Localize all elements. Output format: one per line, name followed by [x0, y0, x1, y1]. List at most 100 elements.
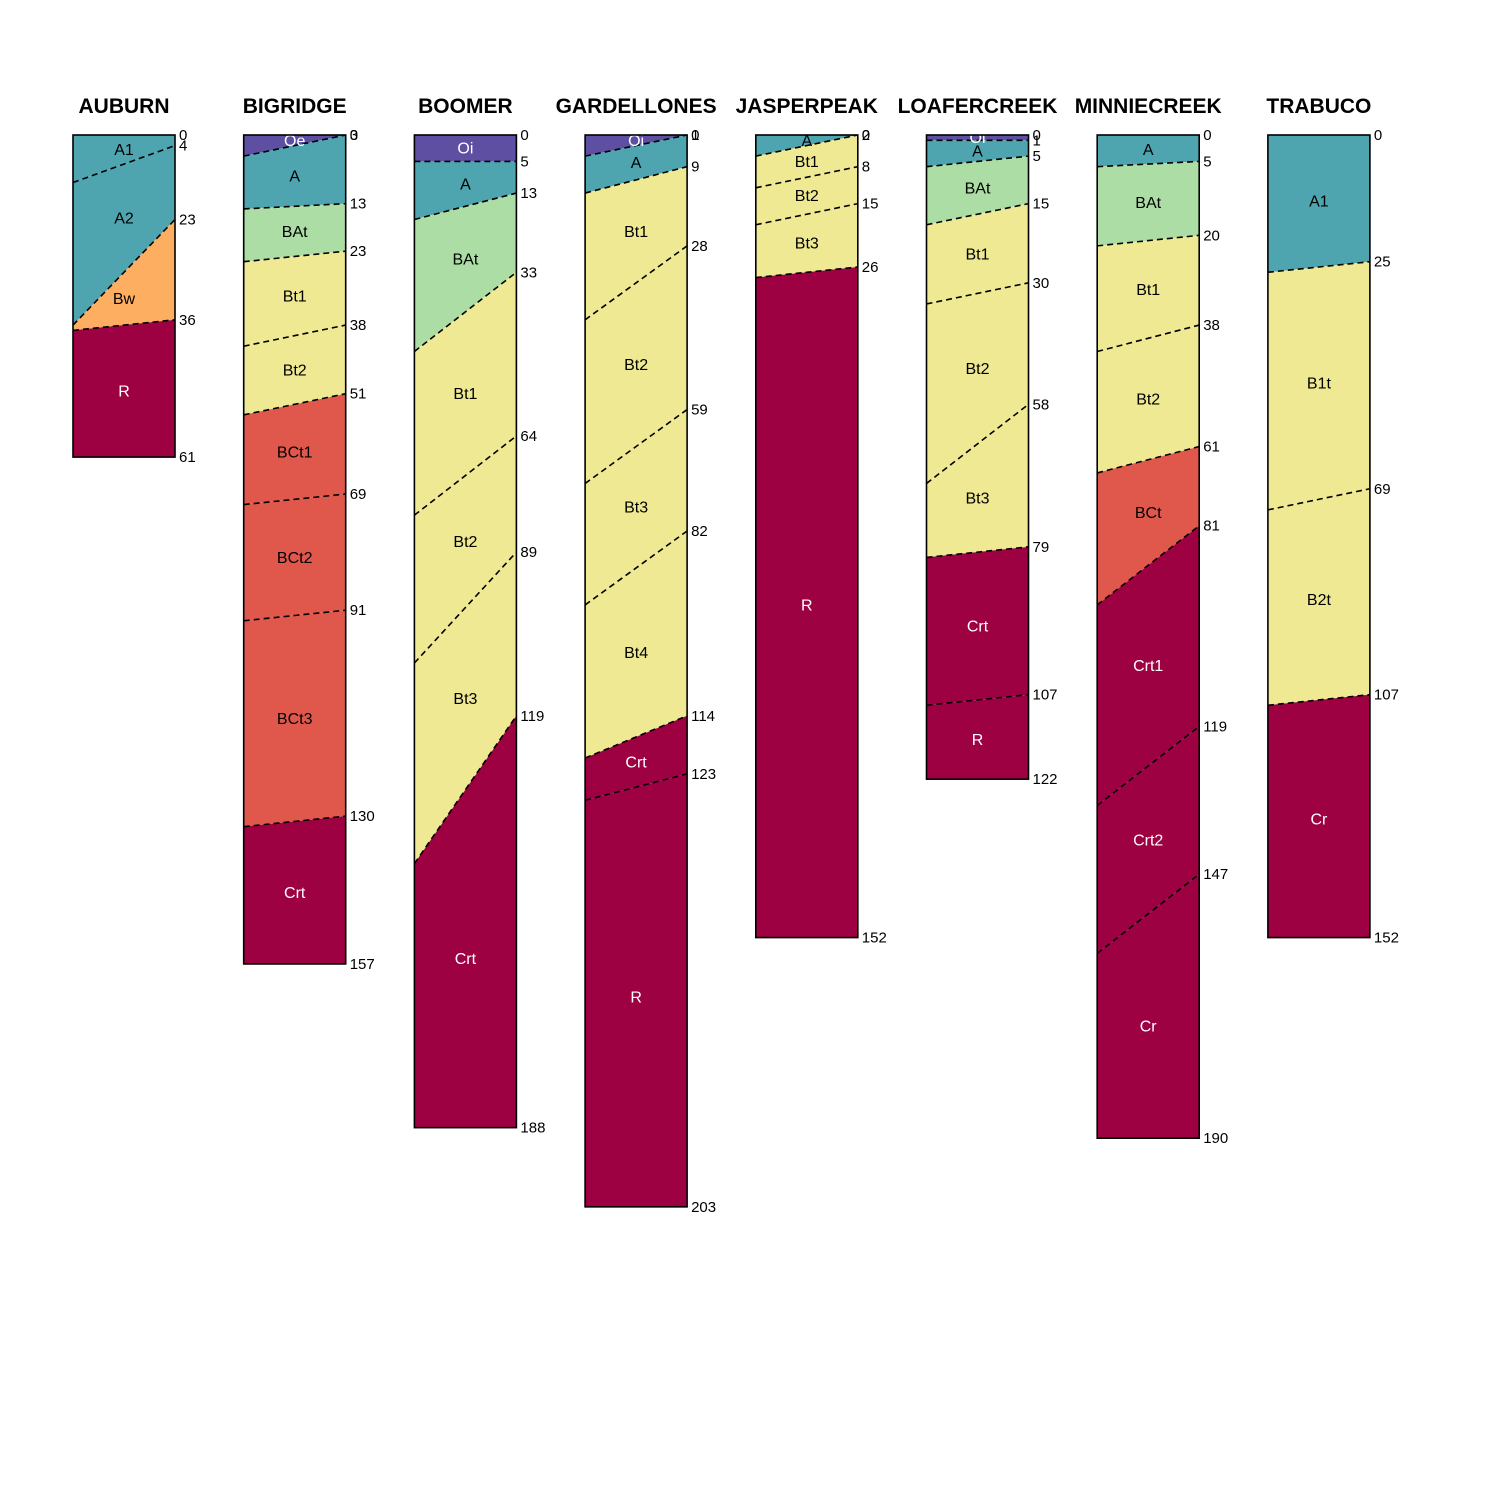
- profile-name: LOAFERCREEK: [898, 95, 1058, 118]
- horizon-label: A: [460, 176, 471, 193]
- horizon-bat: [414, 193, 517, 352]
- profile-outline: [242, 134, 347, 965]
- horizon-label: Oi: [628, 133, 644, 150]
- profile-name: BOOMER: [418, 95, 513, 118]
- horizon-boundary: [413, 435, 517, 516]
- horizon-bt1: [585, 166, 688, 320]
- depth-label: 61: [179, 449, 196, 466]
- horizon-boundary: [243, 202, 346, 210]
- horizon-bt1: [1097, 235, 1200, 352]
- depth-label: 20: [1203, 227, 1220, 244]
- horizon-label: Bt2: [283, 362, 307, 379]
- depth-label: 26: [862, 259, 879, 276]
- depth-label: 79: [1033, 539, 1050, 556]
- horizon-boundary: [1097, 160, 1200, 168]
- horizon-label: A1: [1309, 194, 1329, 211]
- horizon-label: Bt4: [624, 645, 648, 662]
- depth-label: 107: [1033, 687, 1058, 704]
- horizon-bt3: [414, 552, 517, 864]
- horizon-label: Crt: [284, 885, 306, 902]
- horizon-label: Bt1: [283, 289, 307, 306]
- horizon-cr: [1267, 694, 1370, 938]
- depth-label: 28: [691, 238, 708, 255]
- horizon-bct: [1097, 446, 1200, 605]
- horizon-a1: [1267, 135, 1370, 273]
- profile-name: BIGRIDGE: [243, 95, 347, 118]
- depth-label: 25: [1374, 254, 1391, 271]
- horizon-label: Oe: [284, 133, 305, 150]
- horizon-a1: [73, 135, 175, 183]
- profile-outline: [754, 134, 859, 939]
- depth-label: 122: [1033, 771, 1058, 788]
- horizon-label: Crt1: [1133, 658, 1163, 675]
- depth-label: 1: [1033, 132, 1041, 149]
- horizon-boundary: [243, 250, 346, 263]
- horizon-a: [926, 140, 1029, 167]
- horizon-crt: [414, 715, 517, 1128]
- horizon-r: [73, 319, 175, 458]
- horizon-label: Bt1: [624, 224, 648, 241]
- horizon-boundary: [243, 815, 346, 828]
- horizon-b2t: [1267, 488, 1370, 706]
- horizon-crt: [585, 715, 688, 801]
- horizon-boundary: [243, 134, 346, 157]
- depth-label: 1: [691, 127, 699, 144]
- horizon-boundary: [1267, 260, 1370, 274]
- horizon-boundary: [926, 403, 1029, 485]
- horizon-label: R: [118, 384, 130, 401]
- depth-label: 81: [1203, 518, 1220, 535]
- horizon-boundary: [243, 324, 346, 347]
- horizon-label: Crt: [625, 755, 647, 772]
- depth-label: 0: [520, 127, 528, 144]
- horizon-boundary: [755, 202, 858, 226]
- horizon-bct3: [243, 610, 346, 827]
- horizon-label: Bt2: [453, 534, 477, 551]
- horizon-boundary: [755, 165, 858, 189]
- horizon-boundary: [755, 134, 858, 157]
- depth-label: 61: [1203, 439, 1220, 456]
- horizon-oi: [926, 135, 1029, 141]
- depth-label: 147: [1203, 866, 1228, 883]
- horizon-boundary: [1096, 445, 1200, 474]
- horizon-label: Bt3: [624, 500, 648, 517]
- horizon-boundary: [1096, 324, 1200, 353]
- depth-label: 33: [520, 264, 537, 281]
- depth-label: 130: [350, 808, 375, 825]
- profile-trabuco: TRABUCO A1 B1t B2t Cr 0 25 69 107 152: [1266, 95, 1399, 947]
- horizon-boundary: [584, 165, 688, 194]
- profile-name: AUBURN: [79, 95, 170, 118]
- depth-label: 0: [691, 127, 699, 144]
- horizon-boundary: [243, 493, 346, 506]
- horizon-a: [243, 135, 346, 209]
- depth-label: 38: [1203, 317, 1220, 334]
- depth-label: 36: [179, 312, 196, 329]
- depth-label: 30: [1033, 275, 1050, 292]
- depth-label: 0: [1374, 127, 1382, 144]
- horizon-bat: [1097, 161, 1200, 246]
- horizon-boundary: [1097, 234, 1200, 247]
- profile-jasperpeak: JASPERPEAK A Bt1 Bt2 Bt3 R 02 8 15 26 152: [736, 95, 887, 947]
- horizon-label: R: [630, 989, 642, 1006]
- profile-name: TRABUCO: [1266, 95, 1371, 118]
- horizon-bt3: [585, 409, 688, 605]
- depth-label: 58: [1033, 396, 1050, 413]
- depth-label: 152: [1374, 930, 1399, 947]
- depth-label: 2: [862, 127, 870, 144]
- horizon-bt2: [1097, 325, 1200, 473]
- horizon-bt1: [414, 272, 517, 516]
- horizon-label: Bt2: [965, 361, 989, 378]
- profile-bigridge: BIGRIDGE Oe A BAt Bt1 Bt2 BCt1 BCt2 BCt3 Crt 03 13 2…: [243, 95, 375, 973]
- horizon-a: [414, 161, 517, 220]
- depth-label: 0: [179, 127, 187, 144]
- horizon-label: R: [972, 732, 984, 749]
- depth-label: 5: [520, 153, 528, 170]
- depth-label: 23: [179, 211, 196, 228]
- depth-label: 69: [1374, 481, 1391, 498]
- horizon-bt3: [926, 404, 1029, 558]
- horizon-label: Bt2: [624, 357, 648, 374]
- profile-name: JASPERPEAK: [736, 95, 878, 118]
- horizon-label: B2t: [1307, 592, 1332, 609]
- depth-label: 0: [1033, 127, 1041, 144]
- horizon-label: A: [801, 133, 812, 150]
